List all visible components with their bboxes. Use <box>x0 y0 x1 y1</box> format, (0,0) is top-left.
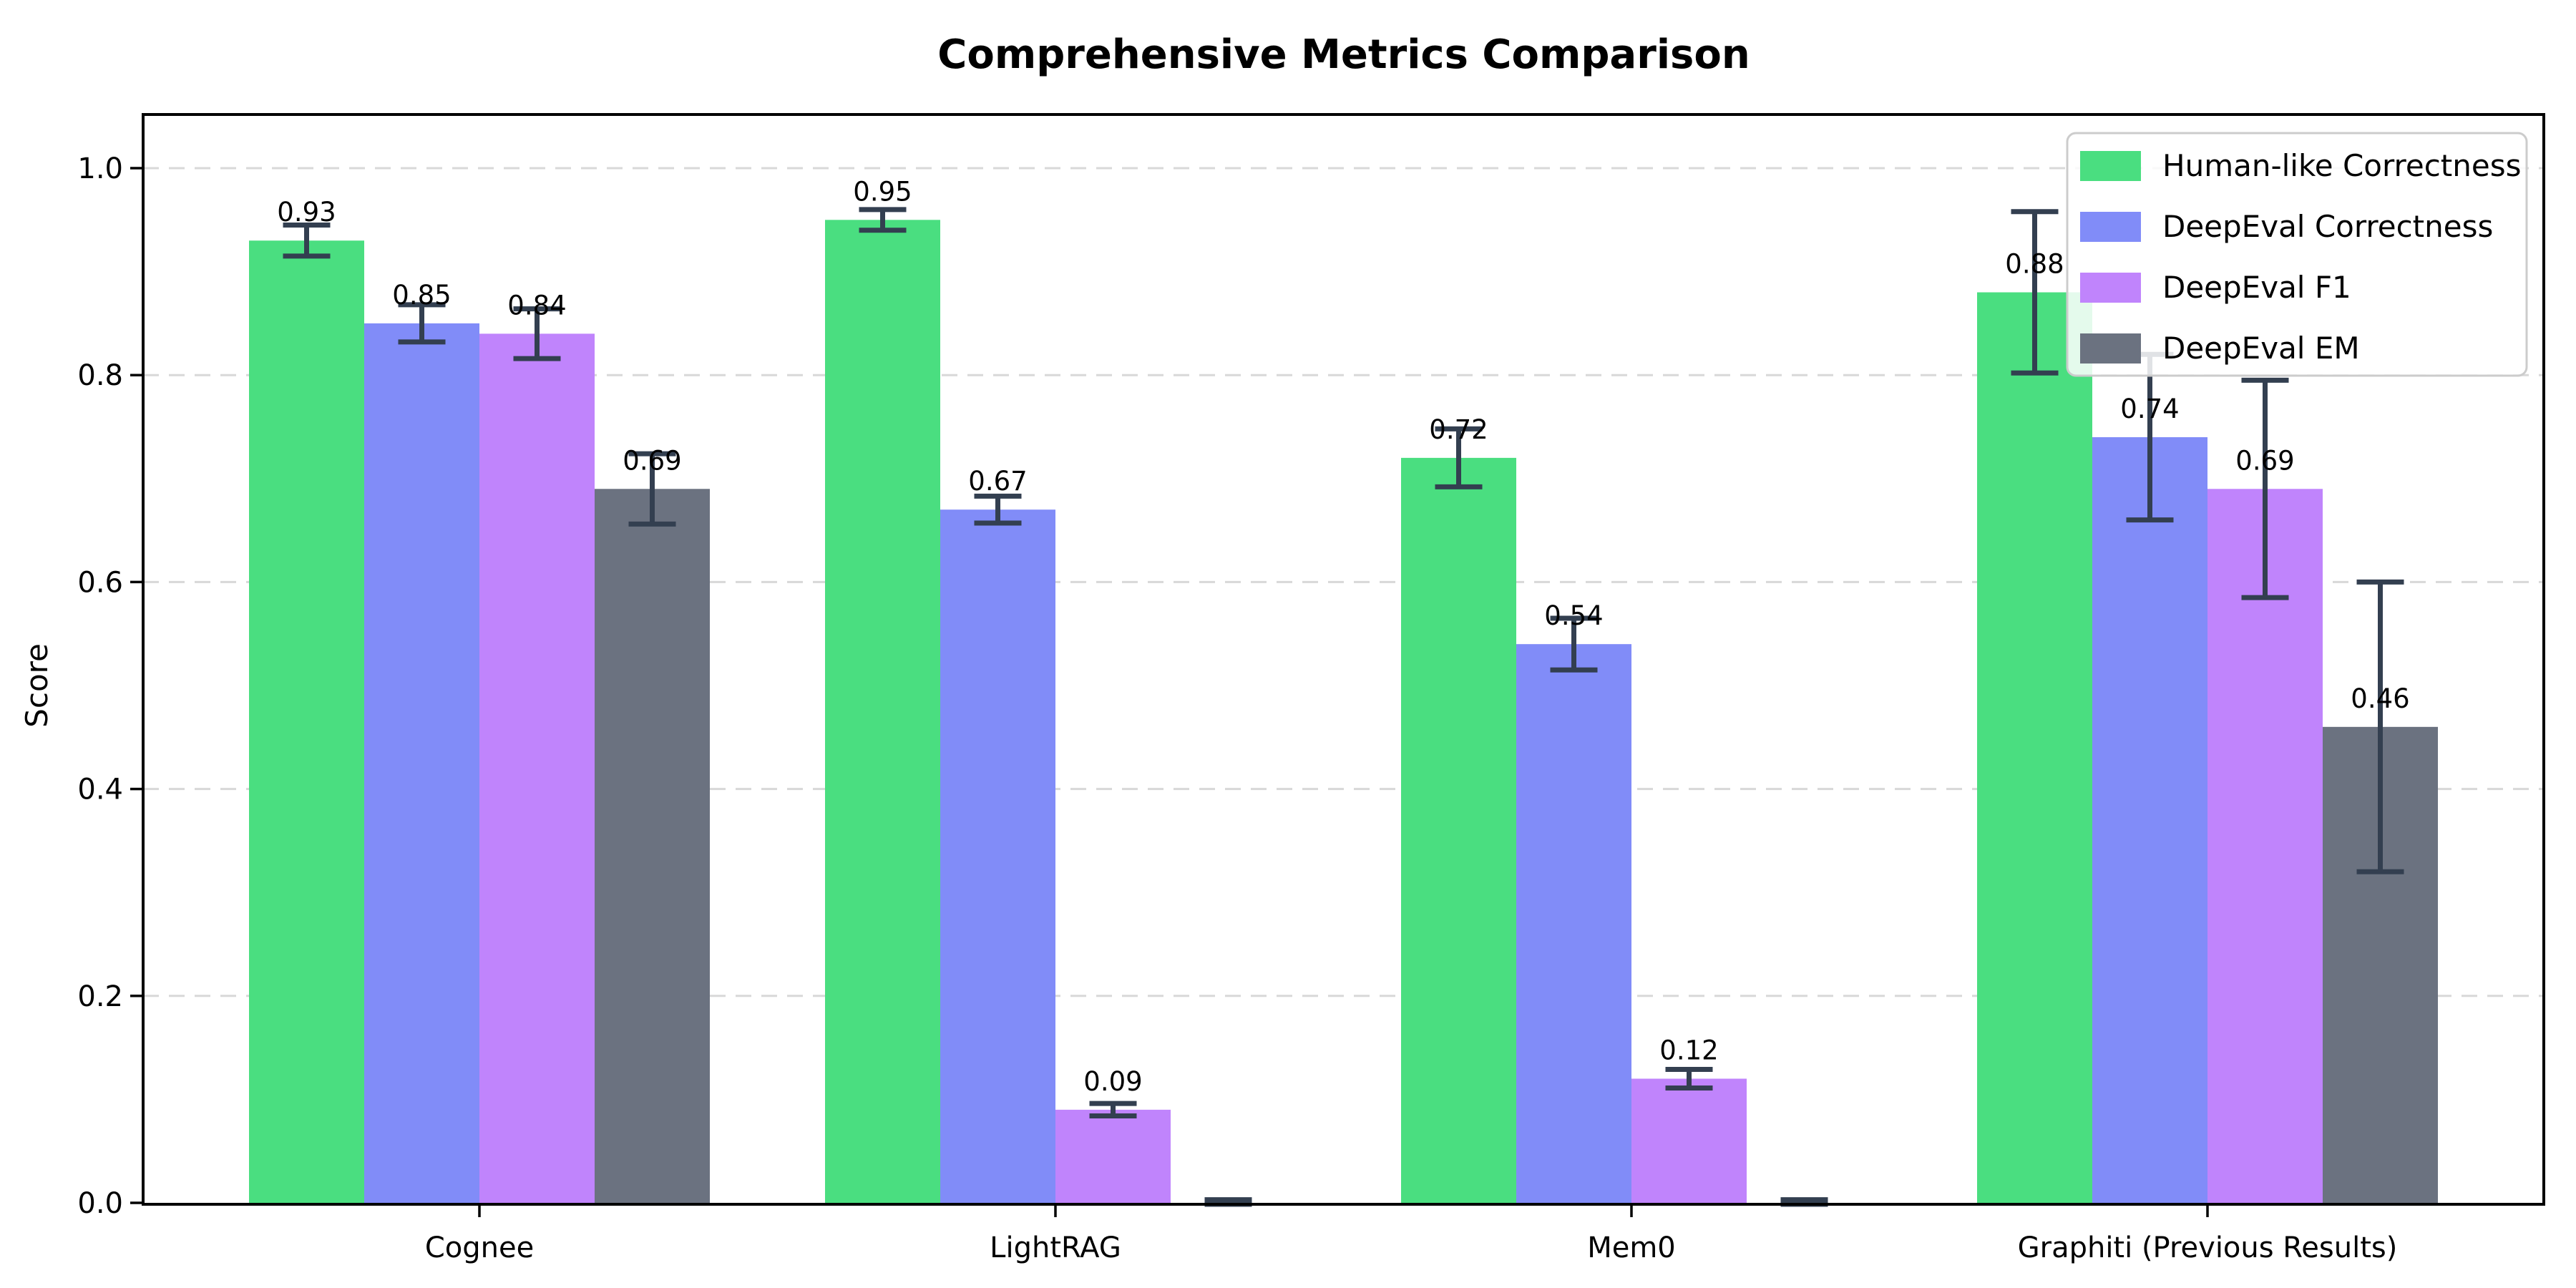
error-bars <box>283 207 2404 1207</box>
legend-box <box>2066 132 2528 377</box>
bar <box>479 333 595 1204</box>
bar <box>364 323 479 1204</box>
x-tick-label: LightRAG <box>990 1231 1121 1264</box>
y-tick-label: 0.2 <box>77 980 123 1013</box>
y-axis-label: Score <box>19 643 54 728</box>
bar-value-label: 0.12 <box>1659 1035 1718 1065</box>
legend-swatch <box>2080 273 2141 303</box>
legend-label: Human-like Correctness <box>2162 148 2522 183</box>
legend-label: DeepEval Correctness <box>2162 209 2493 244</box>
bars <box>249 220 2438 1205</box>
bar <box>1516 644 1631 1204</box>
bar-value-label: 0.46 <box>2351 683 2409 714</box>
axis-ticks <box>130 167 2209 1217</box>
bar-value-label: 0.95 <box>853 176 912 207</box>
bar-value-label: 0.93 <box>277 197 336 228</box>
y-tick-label: 0.4 <box>77 774 123 806</box>
bar <box>940 509 1055 1204</box>
legend-swatch <box>2080 212 2141 242</box>
bar-value-label: 0.72 <box>1429 414 1488 445</box>
bar <box>1977 292 2092 1204</box>
x-tick-label: Graphiti (Previous Results) <box>2018 1231 2398 1264</box>
bar <box>1401 457 1516 1204</box>
chart-title: Comprehensive Metrics Comparison <box>937 31 1750 78</box>
bar-value-label: 0.67 <box>968 466 1027 497</box>
bar-value-label: 0.69 <box>623 445 681 476</box>
bar <box>1631 1078 1747 1204</box>
bar-value-label: 0.74 <box>2120 394 2179 424</box>
legend-swatch <box>2080 151 2141 181</box>
legend-swatch <box>2080 333 2141 364</box>
x-tick-label: Cognee <box>425 1231 534 1264</box>
x-tick-label: Mem0 <box>1587 1231 1676 1264</box>
y-tick-label: 1.0 <box>77 152 123 185</box>
bar <box>2092 436 2207 1205</box>
y-tick-label: 0.6 <box>77 566 123 599</box>
value-labels: 0.93 0.95 0.72 0.88 0.85 0.67 0.54 0.74 0.84 0.09… <box>277 176 2409 1097</box>
bar-value-label: 0.85 <box>392 280 451 311</box>
bar <box>825 220 940 1204</box>
bar-value-label: 0.54 <box>1544 600 1603 631</box>
bar-value-label: 0.69 <box>2235 445 2294 476</box>
bar <box>595 489 710 1204</box>
axis-tick-labels: 0.0 0.2 0.4 0.6 0.8 1.0 Cognee LightRAG Mem0 Grap… <box>77 152 2397 1264</box>
legend-label: DeepEval EM <box>2162 331 2360 366</box>
bar <box>249 240 364 1205</box>
legend-label: DeepEval F1 <box>2162 270 2351 305</box>
y-tick-label: 0.0 <box>77 1187 123 1220</box>
bar-value-label: 0.88 <box>2005 249 2064 280</box>
plot-area-border <box>142 113 2545 1206</box>
y-tick-label: 0.8 <box>77 359 123 392</box>
bar <box>1055 1109 1171 1204</box>
legend: Human-like Correctness DeepEval Correctne… <box>2066 132 2528 377</box>
bar-value-label: 0.09 <box>1083 1066 1142 1097</box>
bar-value-label: 0.84 <box>507 290 566 321</box>
bar <box>2207 489 2323 1204</box>
